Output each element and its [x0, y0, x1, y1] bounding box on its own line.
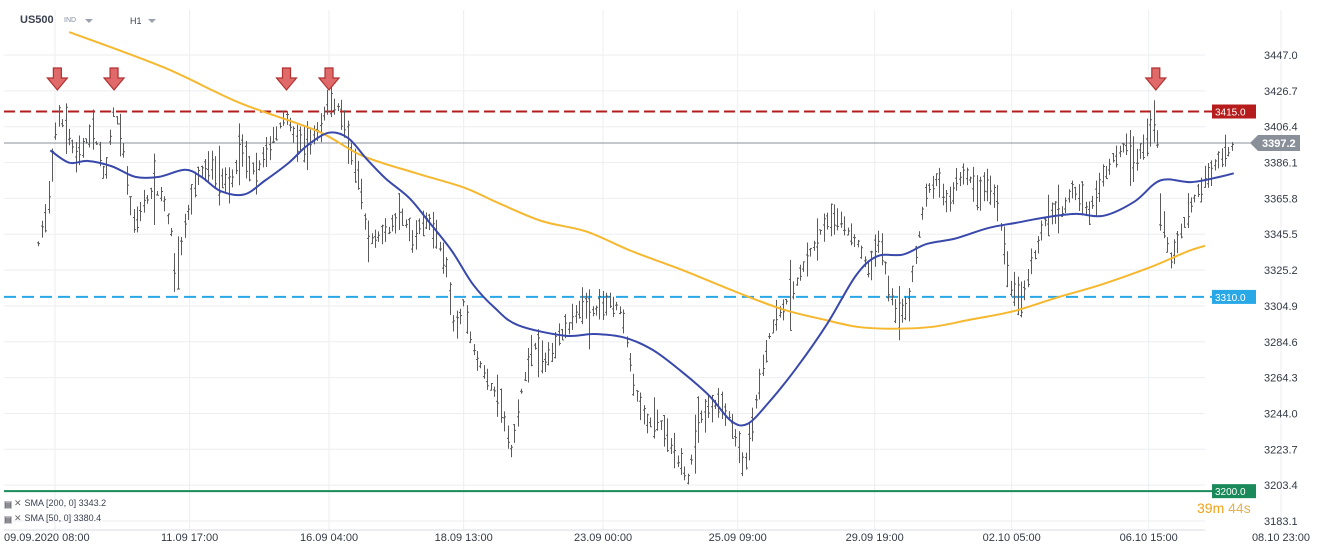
level-tag: [1212, 484, 1256, 499]
level-tag-label: 3415.0: [1215, 108, 1246, 119]
remove-indicator-icon[interactable]: ✕: [14, 498, 22, 508]
y-tick-label: 3365.8: [1264, 193, 1298, 205]
y-tick-label: 3203.4: [1264, 480, 1298, 492]
y-tick-label: 3223.7: [1264, 444, 1298, 456]
down-arrow-icon: [46, 67, 69, 91]
down-arrow-icon: [1144, 67, 1168, 91]
ohlc-bars: [37, 80, 1234, 485]
x-tick-label: 16.09 04:00: [300, 532, 358, 544]
y-tick-label: 3183.1: [1264, 516, 1298, 528]
indicator-settings-icon[interactable]: ▤: [4, 515, 12, 524]
timeframe-label[interactable]: H1: [130, 16, 142, 26]
y-tick-label: 3284.6: [1264, 337, 1298, 349]
down-arrow-icon: [102, 67, 126, 91]
current-price-label: 3397.2: [1262, 138, 1296, 150]
legend-sma50[interactable]: ▤ ✕ SMA [50, 0] 3380.4: [4, 513, 101, 524]
remove-indicator-icon[interactable]: ✕: [14, 513, 22, 523]
x-tick-label: 18.09 13:00: [435, 532, 493, 544]
instrument-type-label: IND: [64, 17, 77, 24]
grid: [4, 10, 1282, 530]
y-tick-label: 3406.4: [1264, 122, 1298, 134]
timeframe-dropdown-icon[interactable]: [148, 19, 156, 23]
y-tick-label: 3426.7: [1264, 86, 1298, 98]
down-arrow-icon: [275, 67, 298, 91]
x-tick-label: 08.10 23:00: [1252, 532, 1310, 544]
y-tick-label: 3345.5: [1264, 229, 1298, 241]
horizontal-levels[interactable]: 3415.0 3310.0 3200.0 3397.2: [4, 104, 1300, 499]
x-tick-label: 23.09 00:00: [574, 532, 632, 544]
level-tag: [1212, 104, 1256, 119]
y-tick-label: 3325.2: [1264, 265, 1298, 277]
moving-averages: [49, 31, 1235, 427]
x-tick-label: 06.10 15:00: [1120, 532, 1178, 544]
level-tag-label: 3200.0: [1215, 487, 1246, 498]
legend-sma50-label: SMA [50, 0] 3380.4: [24, 513, 102, 523]
x-tick-label: 29.09 19:00: [846, 532, 904, 544]
legend-sma200[interactable]: ▤ ✕ SMA [200, 0] 3343.2: [4, 498, 106, 509]
indicator-settings-icon[interactable]: ▤: [4, 500, 12, 509]
axes: 3447.0 3426.7 3406.4 3386.1 3365.8 3345.5 3325…: [4, 50, 1310, 544]
symbol-dropdown-icon[interactable]: [85, 19, 93, 23]
current-price-tag: [1250, 134, 1300, 151]
level-tag: [1212, 289, 1256, 304]
down-arrow-icon: [317, 67, 341, 91]
y-tick-label: 3447.0: [1264, 50, 1298, 62]
x-tick-label: 09.09.2020 08:00: [4, 532, 90, 544]
sma200-line: [68, 31, 1205, 330]
y-tick-label: 3264.3: [1264, 373, 1298, 385]
sma50-line: [49, 131, 1235, 427]
symbol-label[interactable]: US500: [20, 14, 54, 26]
x-tick-label: 02.10 05:00: [983, 532, 1041, 544]
y-tick-label: 3386.1: [1264, 158, 1298, 170]
x-tick-label: 25.09 09:00: [709, 532, 767, 544]
legend-sma200-label: SMA [200, 0] 3343.2: [24, 498, 107, 508]
y-tick-label: 3244.0: [1264, 408, 1298, 420]
level-tag-label: 3310.0: [1215, 293, 1246, 304]
x-tick-label: 11.09 17:00: [161, 532, 218, 544]
candle-countdown: 39m 44s: [1197, 500, 1251, 516]
y-tick-label: 3304.9: [1264, 301, 1298, 313]
resistance-arrows: [46, 67, 1168, 91]
